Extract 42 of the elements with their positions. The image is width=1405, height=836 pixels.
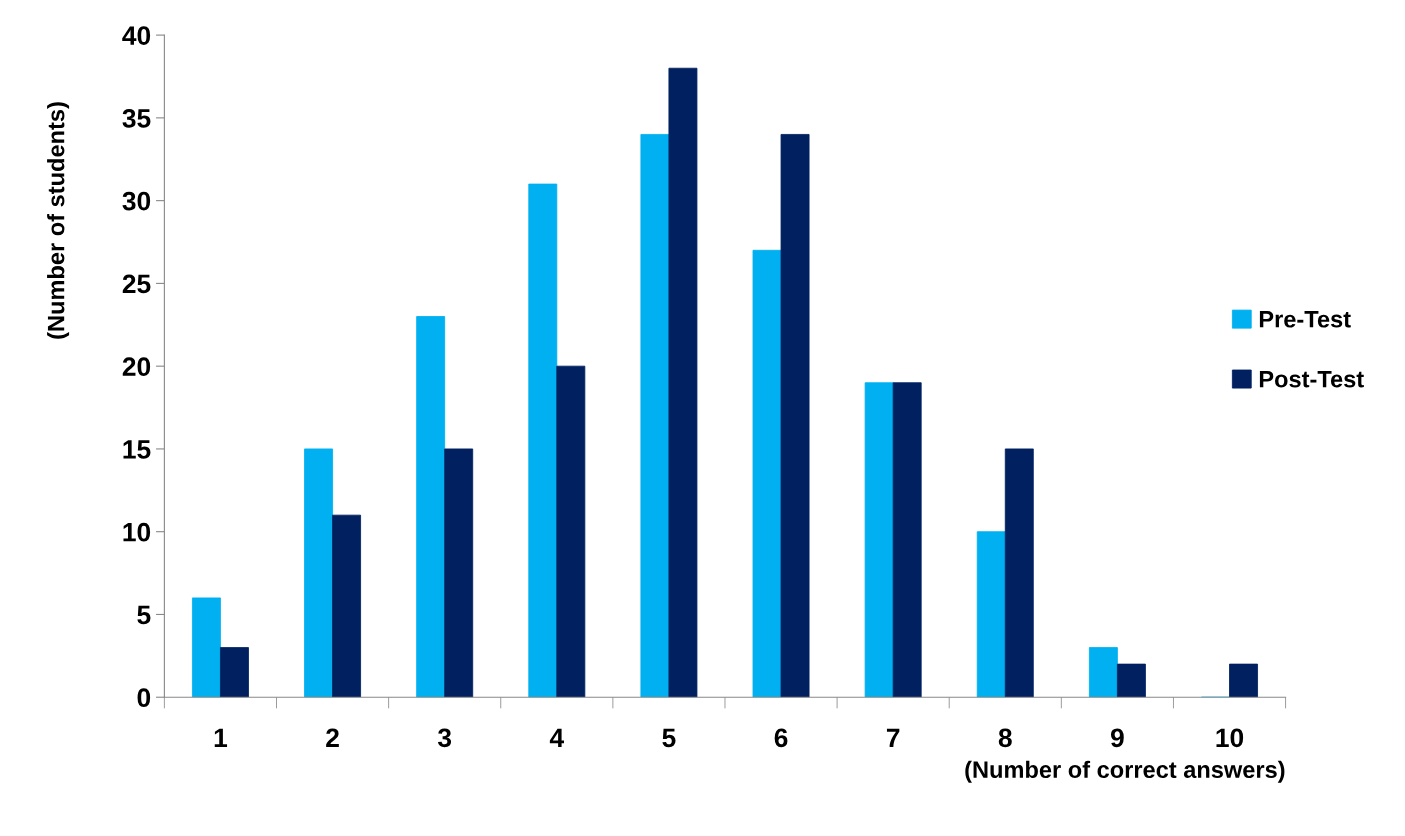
x-tick-label: 10 <box>1216 728 1244 748</box>
y-tick-label: 20 <box>122 357 151 376</box>
bar <box>220 647 249 698</box>
bar <box>1229 663 1258 698</box>
x-axis-title: (Number of correct answers) <box>965 760 1285 783</box>
bar <box>640 134 670 698</box>
x-tick-label: 8 <box>998 728 1012 748</box>
legend-label: Post-Test <box>1259 371 1364 388</box>
bar <box>1116 663 1146 698</box>
y-tick-label: 35 <box>122 109 151 128</box>
x-tick-label: 1 <box>214 728 228 747</box>
bar <box>976 531 1006 698</box>
bar <box>752 249 782 698</box>
x-tick-label: 3 <box>437 728 452 748</box>
bar <box>191 597 221 698</box>
x-tick-label: 2 <box>326 728 339 747</box>
bar <box>668 67 698 698</box>
legend-label: Pre-Test <box>1259 311 1351 328</box>
y-tick-label: 15 <box>123 440 151 459</box>
x-tick-label: 4 <box>549 728 564 747</box>
y-tick-label: 30 <box>122 191 151 211</box>
y-tick-label: 10 <box>123 522 151 542</box>
bar <box>780 134 810 698</box>
y-tick-label: 5 <box>137 605 151 625</box>
x-tick-label: 6 <box>774 728 788 748</box>
bar <box>1088 647 1118 698</box>
bar <box>332 514 362 698</box>
bar <box>528 183 558 698</box>
bar <box>892 382 922 698</box>
y-tick-label: 0 <box>137 688 151 708</box>
y-tick-label: 40 <box>122 26 151 45</box>
x-tick-label: 9 <box>1110 728 1124 748</box>
bar <box>1004 448 1034 698</box>
y-tick-label: 25 <box>122 274 151 294</box>
bar <box>304 448 333 698</box>
bar <box>444 448 474 698</box>
bar <box>416 316 446 698</box>
x-tick-label: 7 <box>886 728 900 747</box>
y-axis-title: (Number of students) <box>47 102 70 339</box>
bar <box>556 365 586 698</box>
bar <box>864 382 894 698</box>
x-tick-label: 5 <box>662 728 676 748</box>
